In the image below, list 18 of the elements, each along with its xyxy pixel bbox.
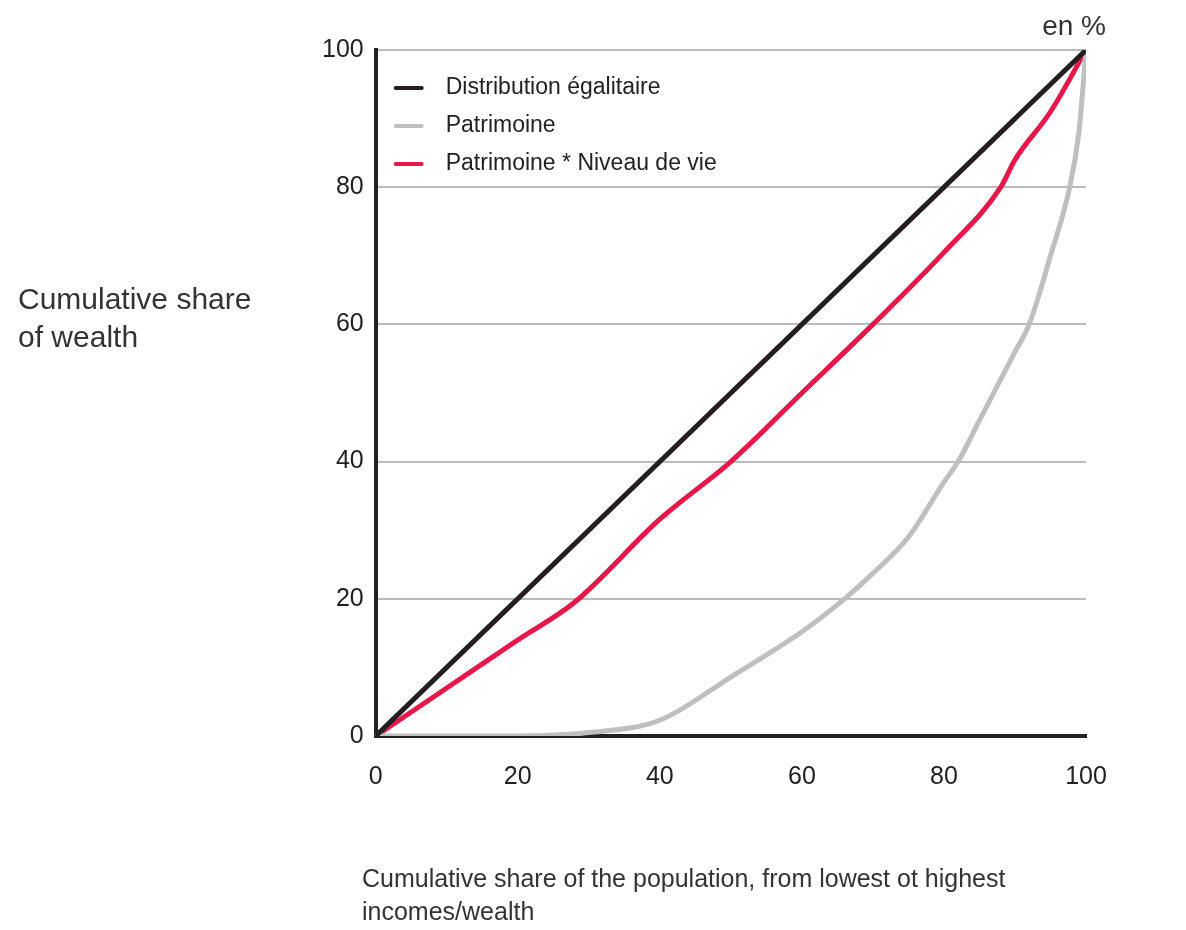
legend-label: Patrimoine <box>445 111 556 138</box>
y-tick-label: 20 <box>335 582 364 611</box>
x-tick-label: 40 <box>645 760 674 789</box>
text: en % <box>1042 10 1106 42</box>
x-tick-label: 0 <box>368 760 383 789</box>
x-tick-label: 100 <box>1065 760 1107 789</box>
legend-label: Distribution égalitaire <box>445 73 661 100</box>
x-tick-label: 60 <box>787 760 816 789</box>
x-tick-label: 20 <box>503 760 532 789</box>
y-tick-label: 100 <box>321 33 364 62</box>
y-tick-label: 80 <box>335 171 364 200</box>
y-tick-label: 0 <box>349 719 364 748</box>
x-tick-label: 80 <box>930 760 958 789</box>
y-tick-label: 60 <box>335 308 364 337</box>
y-axis-title: Cumulative share of wealth <box>18 281 253 355</box>
y-tick-label: 40 <box>335 445 364 474</box>
legend-label: Patrimoine * Niveau de vie <box>445 149 717 176</box>
x-axis-title: Cumulative share of the population, from lowest ot highest incomes/wealth <box>362 863 1007 927</box>
